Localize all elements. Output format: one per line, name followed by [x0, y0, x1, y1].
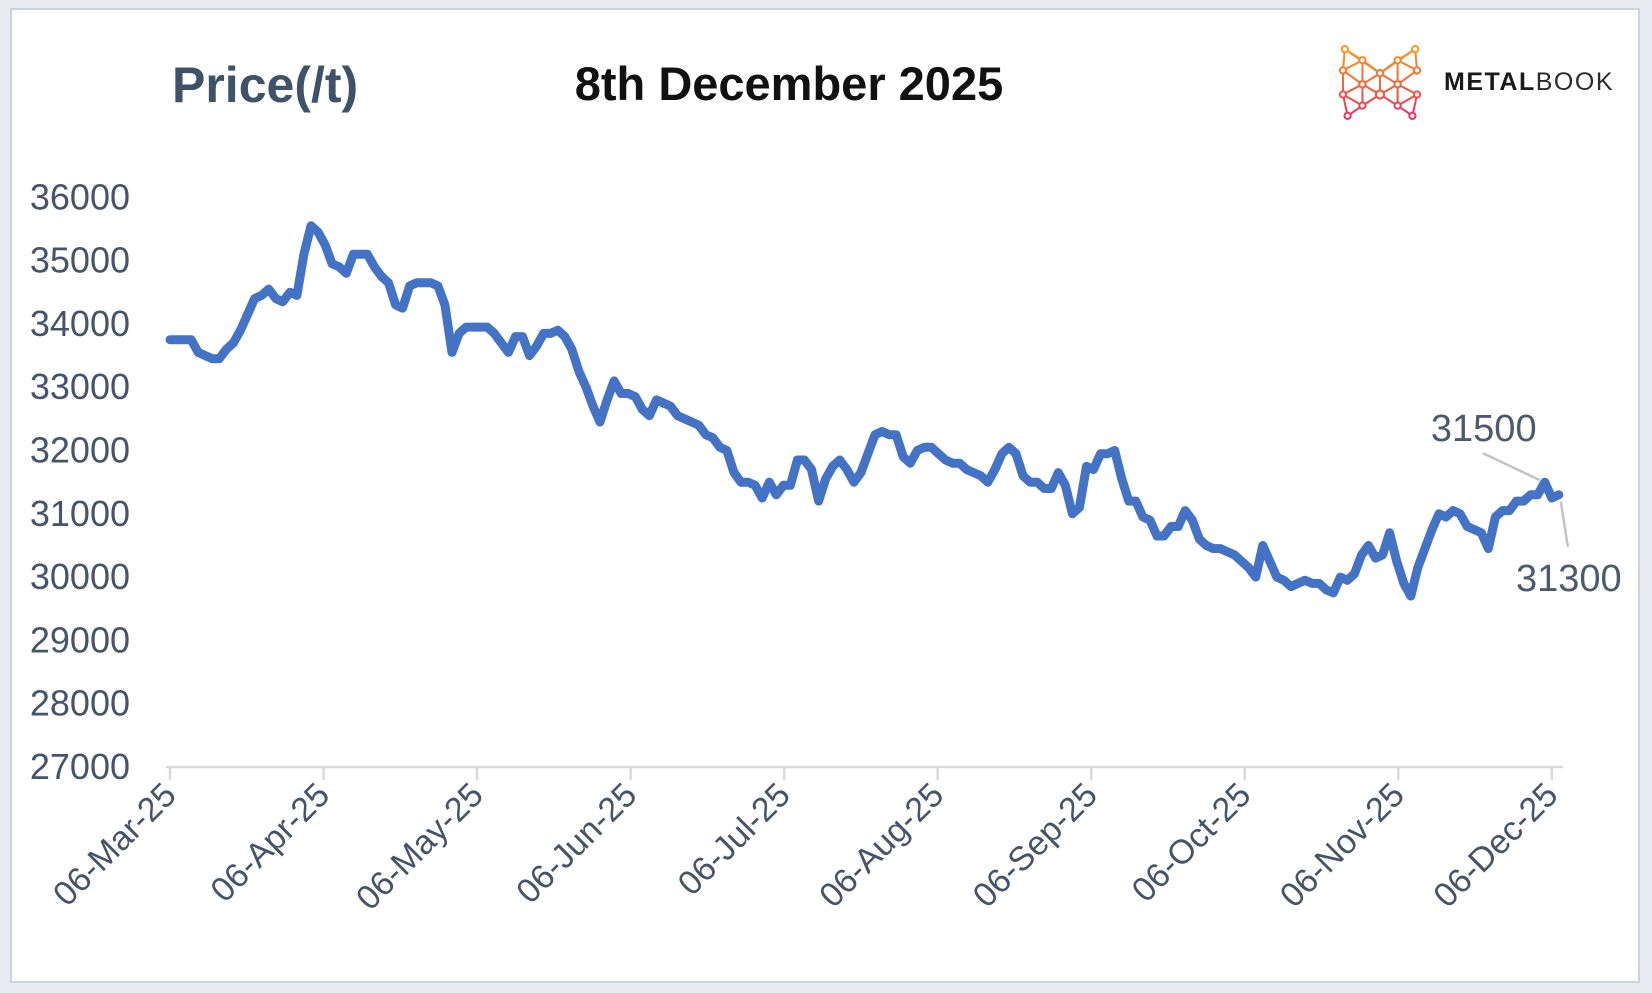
x-axis-tick-label: 06-Jun-25	[509, 776, 644, 911]
x-axis-tick-label: 06-Nov-25	[1273, 776, 1412, 915]
metalbook-logo: METALBOOK	[1330, 38, 1614, 126]
annotation-label: 31300	[1516, 558, 1622, 600]
y-axis-tick-label: 28000	[30, 683, 130, 724]
x-axis-tick-label: 06-Oct-25	[1125, 776, 1259, 910]
y-axis-tick-label: 35000	[30, 240, 130, 281]
x-axis-tick-label: 06-Dec-25	[1426, 776, 1565, 915]
x-axis-tick-label: 06-Jul-25	[671, 776, 798, 903]
y-axis-tick-label: 32000	[30, 430, 130, 471]
y-axis-tick-label: 29000	[30, 619, 130, 660]
x-axis-tick-label: 06-Mar-25	[46, 776, 184, 914]
y-axis-title: Price(/t)	[172, 57, 359, 113]
y-axis-tick-label: 36000	[30, 176, 130, 217]
chart-title: 8th December 2025	[574, 57, 1004, 110]
brand-wordmark: METALBOOK	[1444, 68, 1614, 97]
annotation-label: 31500	[1431, 408, 1537, 450]
x-axis-tick-label: 06-Apr-25	[203, 776, 337, 910]
annotation-leader-line	[1559, 501, 1570, 548]
x-axis-tick-label: 06-Aug-25	[812, 776, 951, 915]
y-axis-tick-label: 30000	[30, 556, 130, 597]
y-axis-tick-label: 31000	[30, 493, 130, 534]
price-line	[165, 221, 1564, 601]
brand-book: BOOK	[1535, 67, 1614, 96]
annotation-leader-line	[1482, 452, 1541, 482]
x-axis-tick-label: 06-Sep-25	[966, 776, 1105, 915]
x-axis-tick-label: 06-May-25	[349, 776, 491, 918]
y-axis-tick-label: 33000	[30, 366, 130, 407]
y-axis-tick-label: 34000	[30, 303, 130, 344]
brand-metal: METAL	[1444, 67, 1536, 96]
y-axis-tick-label: 27000	[30, 746, 130, 787]
metalbook-logo-mark	[1338, 44, 1422, 120]
